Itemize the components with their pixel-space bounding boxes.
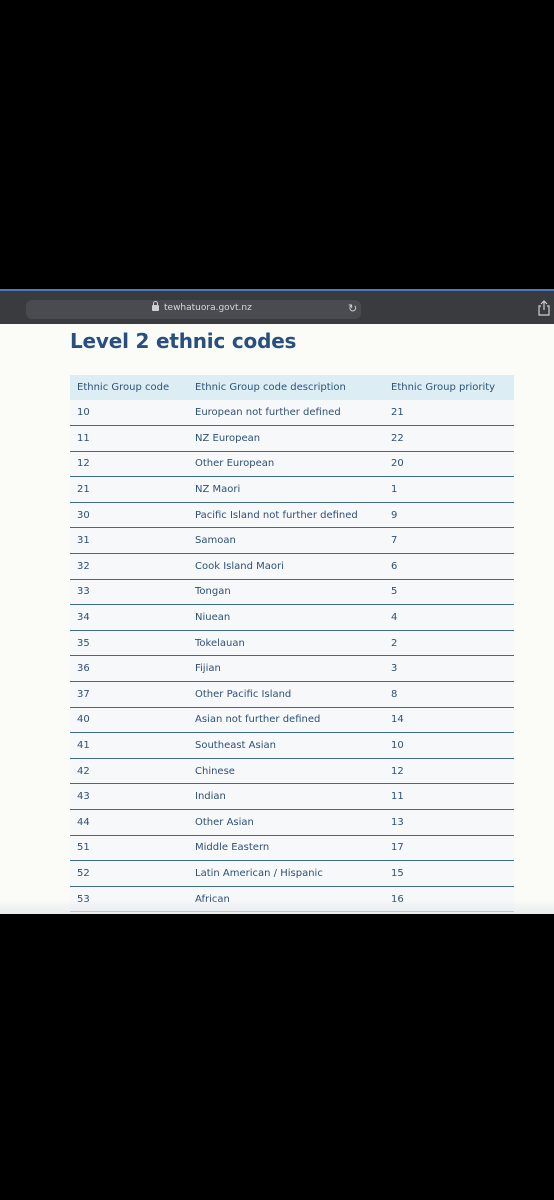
cell-description: Tongan [195, 586, 231, 598]
cell-code: 44 [77, 816, 90, 828]
cell-description: Latin American / Hispanic [195, 867, 323, 879]
browser-toolbar: tewhatuora.govt.nz ↻ [0, 289, 554, 324]
table-row: 52 Latin American / Hispanic 15 [70, 860, 514, 887]
cell-code: 36 [77, 663, 90, 675]
cell-code: 31 [77, 535, 90, 547]
cell-description: Southeast Asian [195, 740, 276, 752]
table-row: 40 Asian not further defined 14 [70, 707, 514, 733]
lock-icon [152, 301, 159, 311]
table-row: 37 Other Pacific Island 8 [70, 681, 514, 708]
cell-priority: 8 [391, 688, 398, 700]
cell-priority: 21 [391, 407, 404, 419]
cell-code: 30 [77, 509, 90, 521]
cell-priority: 7 [391, 535, 398, 547]
table-row: 33 Tongan 5 [70, 579, 514, 605]
cell-description: Middle Eastern [195, 842, 270, 854]
cell-code: 37 [77, 688, 90, 700]
cell-priority: 13 [391, 816, 404, 828]
cell-description: African [188, 886, 384, 912]
cell-description: NZ Maori [195, 484, 241, 496]
cell-description: Other Pacific Island [195, 688, 292, 700]
table-row: 51 Middle Eastern 17 [70, 835, 514, 861]
cell-description: NZ European [195, 432, 261, 444]
cell-code: 21 [77, 484, 90, 496]
cell-priority: 9 [391, 509, 398, 521]
cell-code: 35 [77, 637, 90, 649]
cell-code: 40 [77, 714, 90, 726]
cell-code: 53 [70, 886, 188, 912]
table-row: 44 Other Asian 13 [70, 809, 514, 836]
bottom-fade [0, 900, 554, 914]
ethnic-codes-table: Ethnic Group code Ethnic Group code desc… [70, 375, 514, 912]
cell-priority: 3 [391, 663, 398, 675]
cell-description: European not further defined [195, 407, 341, 419]
cell-priority: 22 [391, 432, 404, 444]
table-row: 42 Chinese 12 [70, 758, 514, 784]
table-row: 41 Southeast Asian 10 [70, 732, 514, 759]
reload-icon[interactable]: ↻ [348, 302, 358, 315]
cell-priority: 10 [391, 740, 404, 752]
cell-description: Indian [195, 791, 226, 803]
address-bar[interactable]: tewhatuora.govt.nz ↻ [26, 300, 361, 319]
cell-description: Cook Island Maori [195, 560, 284, 572]
table-row: 12 Other European 20 [70, 451, 514, 477]
table-row: 11 NZ European 22 [70, 425, 514, 452]
url-text: tewhatuora.govt.nz [164, 303, 252, 313]
table-body: 10 European not further defined 21 11 NZ Eur… [70, 400, 514, 912]
cell-code: 34 [77, 612, 90, 624]
table-row: 34 Niuean 4 [70, 604, 514, 631]
table-row: 43 Indian 11 [70, 783, 514, 810]
cell-priority: 14 [391, 714, 404, 726]
page-content: Level 2 ethnic codes Ethnic Group code E… [0, 324, 554, 914]
cell-priority: 15 [391, 867, 404, 879]
cell-code: 52 [77, 867, 90, 879]
cell-description: Other European [195, 458, 275, 470]
table-row: 31 Samoan 7 [70, 527, 514, 554]
cell-priority: 6 [391, 560, 398, 572]
table-row: 30 Pacific Island not further defined 9 [70, 502, 514, 528]
cell-code: 10 [77, 407, 90, 419]
table-row: 32 Cook Island Maori 6 [70, 553, 514, 580]
cell-code: 33 [77, 586, 90, 598]
cell-priority: 4 [391, 612, 398, 624]
header-code: Ethnic Group code [77, 382, 170, 393]
table-row: 35 Tokelauan 2 [70, 630, 514, 656]
share-icon[interactable] [537, 300, 551, 316]
cell-code: 11 [77, 432, 90, 444]
cell-code: 43 [77, 791, 90, 803]
cell-priority: 12 [391, 765, 404, 777]
cell-priority: 20 [391, 458, 404, 470]
cell-code: 32 [77, 560, 90, 572]
cell-priority: 11 [391, 791, 404, 803]
cell-description: Tokelauan [195, 637, 245, 649]
cell-description: Niuean [195, 612, 231, 624]
cell-description: Chinese [195, 765, 235, 777]
table-row: 36 Fijian 3 [70, 655, 514, 682]
cell-priority: 1 [391, 484, 398, 496]
cell-code: 12 [77, 458, 90, 470]
table-row: 10 European not further defined 21 [70, 400, 514, 426]
cell-description: Asian not further defined [195, 714, 321, 726]
header-description: Ethnic Group code description [195, 382, 346, 393]
cell-priority: 2 [391, 637, 398, 649]
cell-code: 51 [77, 842, 90, 854]
cell-priority: 5 [391, 586, 398, 598]
cell-description: Fijian [195, 663, 221, 675]
cell-description: Samoan [195, 535, 236, 547]
table-row: 21 NZ Maori 1 [70, 476, 514, 503]
cell-priority: 17 [391, 842, 404, 854]
cell-description: Pacific Island not further defined [195, 509, 358, 521]
cell-priority: 16 [384, 886, 514, 912]
cell-code: 42 [77, 765, 90, 777]
table-header-row: Ethnic Group code Ethnic Group code desc… [70, 375, 514, 400]
browser-screen: tewhatuora.govt.nz ↻ Level 2 ethnic code… [0, 289, 554, 914]
header-priority: Ethnic Group priority [391, 382, 496, 393]
cell-description: Other Asian [195, 816, 254, 828]
cell-code: 41 [77, 740, 90, 752]
page-title: Level 2 ethnic codes [70, 329, 297, 353]
